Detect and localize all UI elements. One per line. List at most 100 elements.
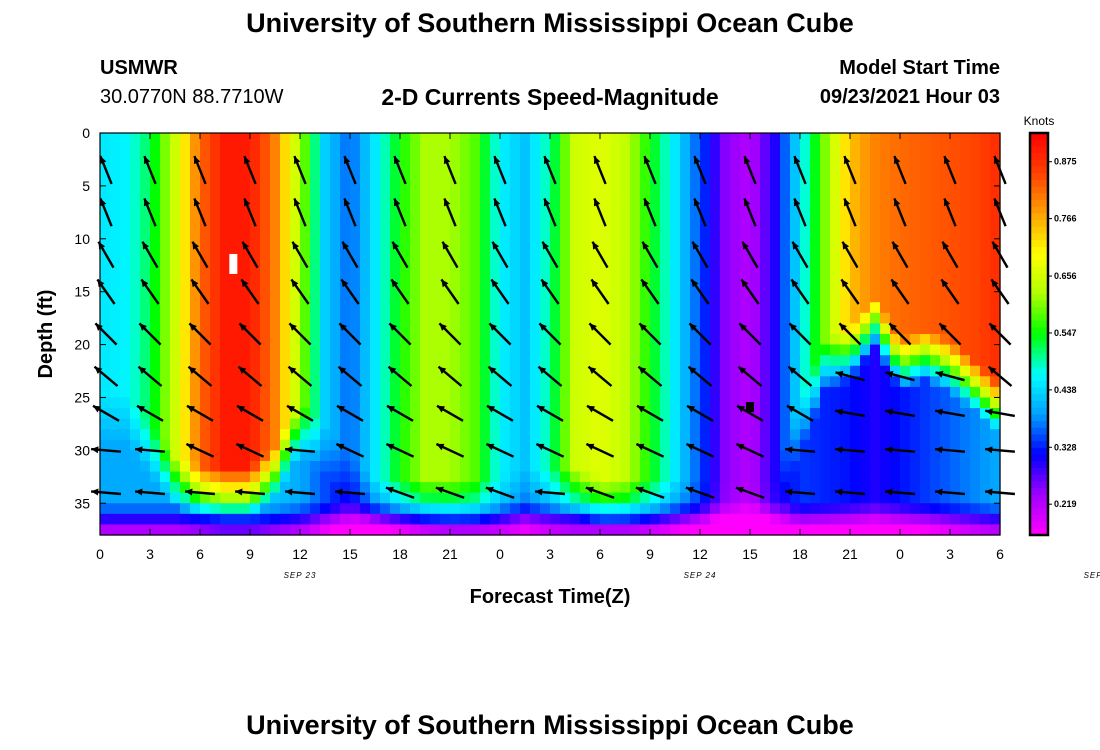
heat-cell [830,312,841,325]
heat-cell [170,228,181,240]
heat-cell [490,175,501,187]
arrow-head [192,241,200,250]
heat-cell [950,418,961,430]
heat-cell [730,460,741,473]
heat-cell [540,185,551,198]
heat-cell [620,207,631,219]
heat-cell [610,450,621,462]
heat-cell [840,460,851,473]
heat-cell [600,482,611,494]
current-arrow [334,488,366,496]
heat-cell [100,312,111,325]
heat-cell [770,175,781,187]
heat-cell [140,344,151,356]
heat-cell [830,164,841,176]
heat-cell [880,249,891,261]
heat-cell [600,228,611,240]
heat-cell [850,429,861,441]
heat-cell [160,344,171,356]
heat-cell [270,355,281,367]
heat-cell [610,228,621,240]
heat-cell [540,217,551,229]
heat-cell [520,450,531,462]
arrow-head [538,366,547,374]
heat-cell [260,524,271,536]
heat-cell [310,408,321,420]
arrow-head [142,241,150,250]
heat-cell [270,249,281,261]
heat-cell [560,429,571,441]
heat-cell [730,439,741,451]
heat-cell [750,397,761,409]
heat-cell [320,133,331,145]
current-arrow [436,404,464,422]
heat-cell [730,408,741,420]
heat-cell [720,397,731,409]
heat-cell [180,217,191,229]
heat-cell [940,492,951,504]
heat-cell [980,175,991,187]
heat-cell [530,397,541,409]
heat-cell [250,249,261,261]
heat-cell [940,334,951,346]
heat-cell [840,503,851,515]
heat-cell [920,344,931,356]
heat-cell [680,281,691,293]
heat-cell [320,249,331,261]
heat-cell [710,513,721,526]
colorbar-cell [1030,307,1048,315]
heat-cell [120,439,131,451]
heat-cell [940,164,951,176]
heat-cell [260,386,271,399]
heat-cell [410,397,421,409]
heat-cell [300,439,311,451]
heat-cell [180,450,191,462]
arrow-head [235,488,243,496]
heat-cell [370,154,381,166]
heat-cell [340,492,351,504]
heat-cell [260,482,271,494]
heat-cell [190,513,201,526]
heat-cell [920,482,931,494]
heat-cell [880,207,891,219]
heat-cell [110,334,121,346]
heat-cell [270,334,281,346]
heat-cell [400,503,411,515]
heat-cell [990,312,1001,325]
heat-cell [250,164,261,176]
heat-cell [600,397,611,409]
heat-cell [980,365,991,377]
heat-cell [680,228,691,240]
heat-cell [350,418,361,430]
heat-cell [470,355,481,367]
heat-cell [410,386,421,399]
heat-cell [710,492,721,504]
heat-cell [510,513,521,526]
heat-cell [880,492,891,504]
heat-cell [910,207,921,219]
heat-cell [440,355,451,367]
heat-cell [630,524,641,536]
heat-cell [170,238,181,250]
heat-cell [780,312,791,325]
heat-cell [670,460,681,473]
heat-cell [980,143,991,155]
x-date-label: SEP 25 [1084,571,1100,580]
heat-cell [970,196,981,208]
heat-cell [730,418,741,430]
heat-cell [380,492,391,504]
heat-cell [660,185,671,198]
heat-cell [690,482,701,494]
heat-cell [920,471,931,483]
heat-cell [720,524,731,536]
heat-cell [300,281,311,293]
heat-cell [880,228,891,240]
heat-cell [840,228,851,240]
heat-cell [470,270,481,282]
heat-cell [100,133,111,145]
heat-cell [860,365,871,377]
heat-cell [710,408,721,420]
heat-cell [880,376,891,388]
current-arrow [435,442,465,458]
heat-cell [600,344,611,356]
